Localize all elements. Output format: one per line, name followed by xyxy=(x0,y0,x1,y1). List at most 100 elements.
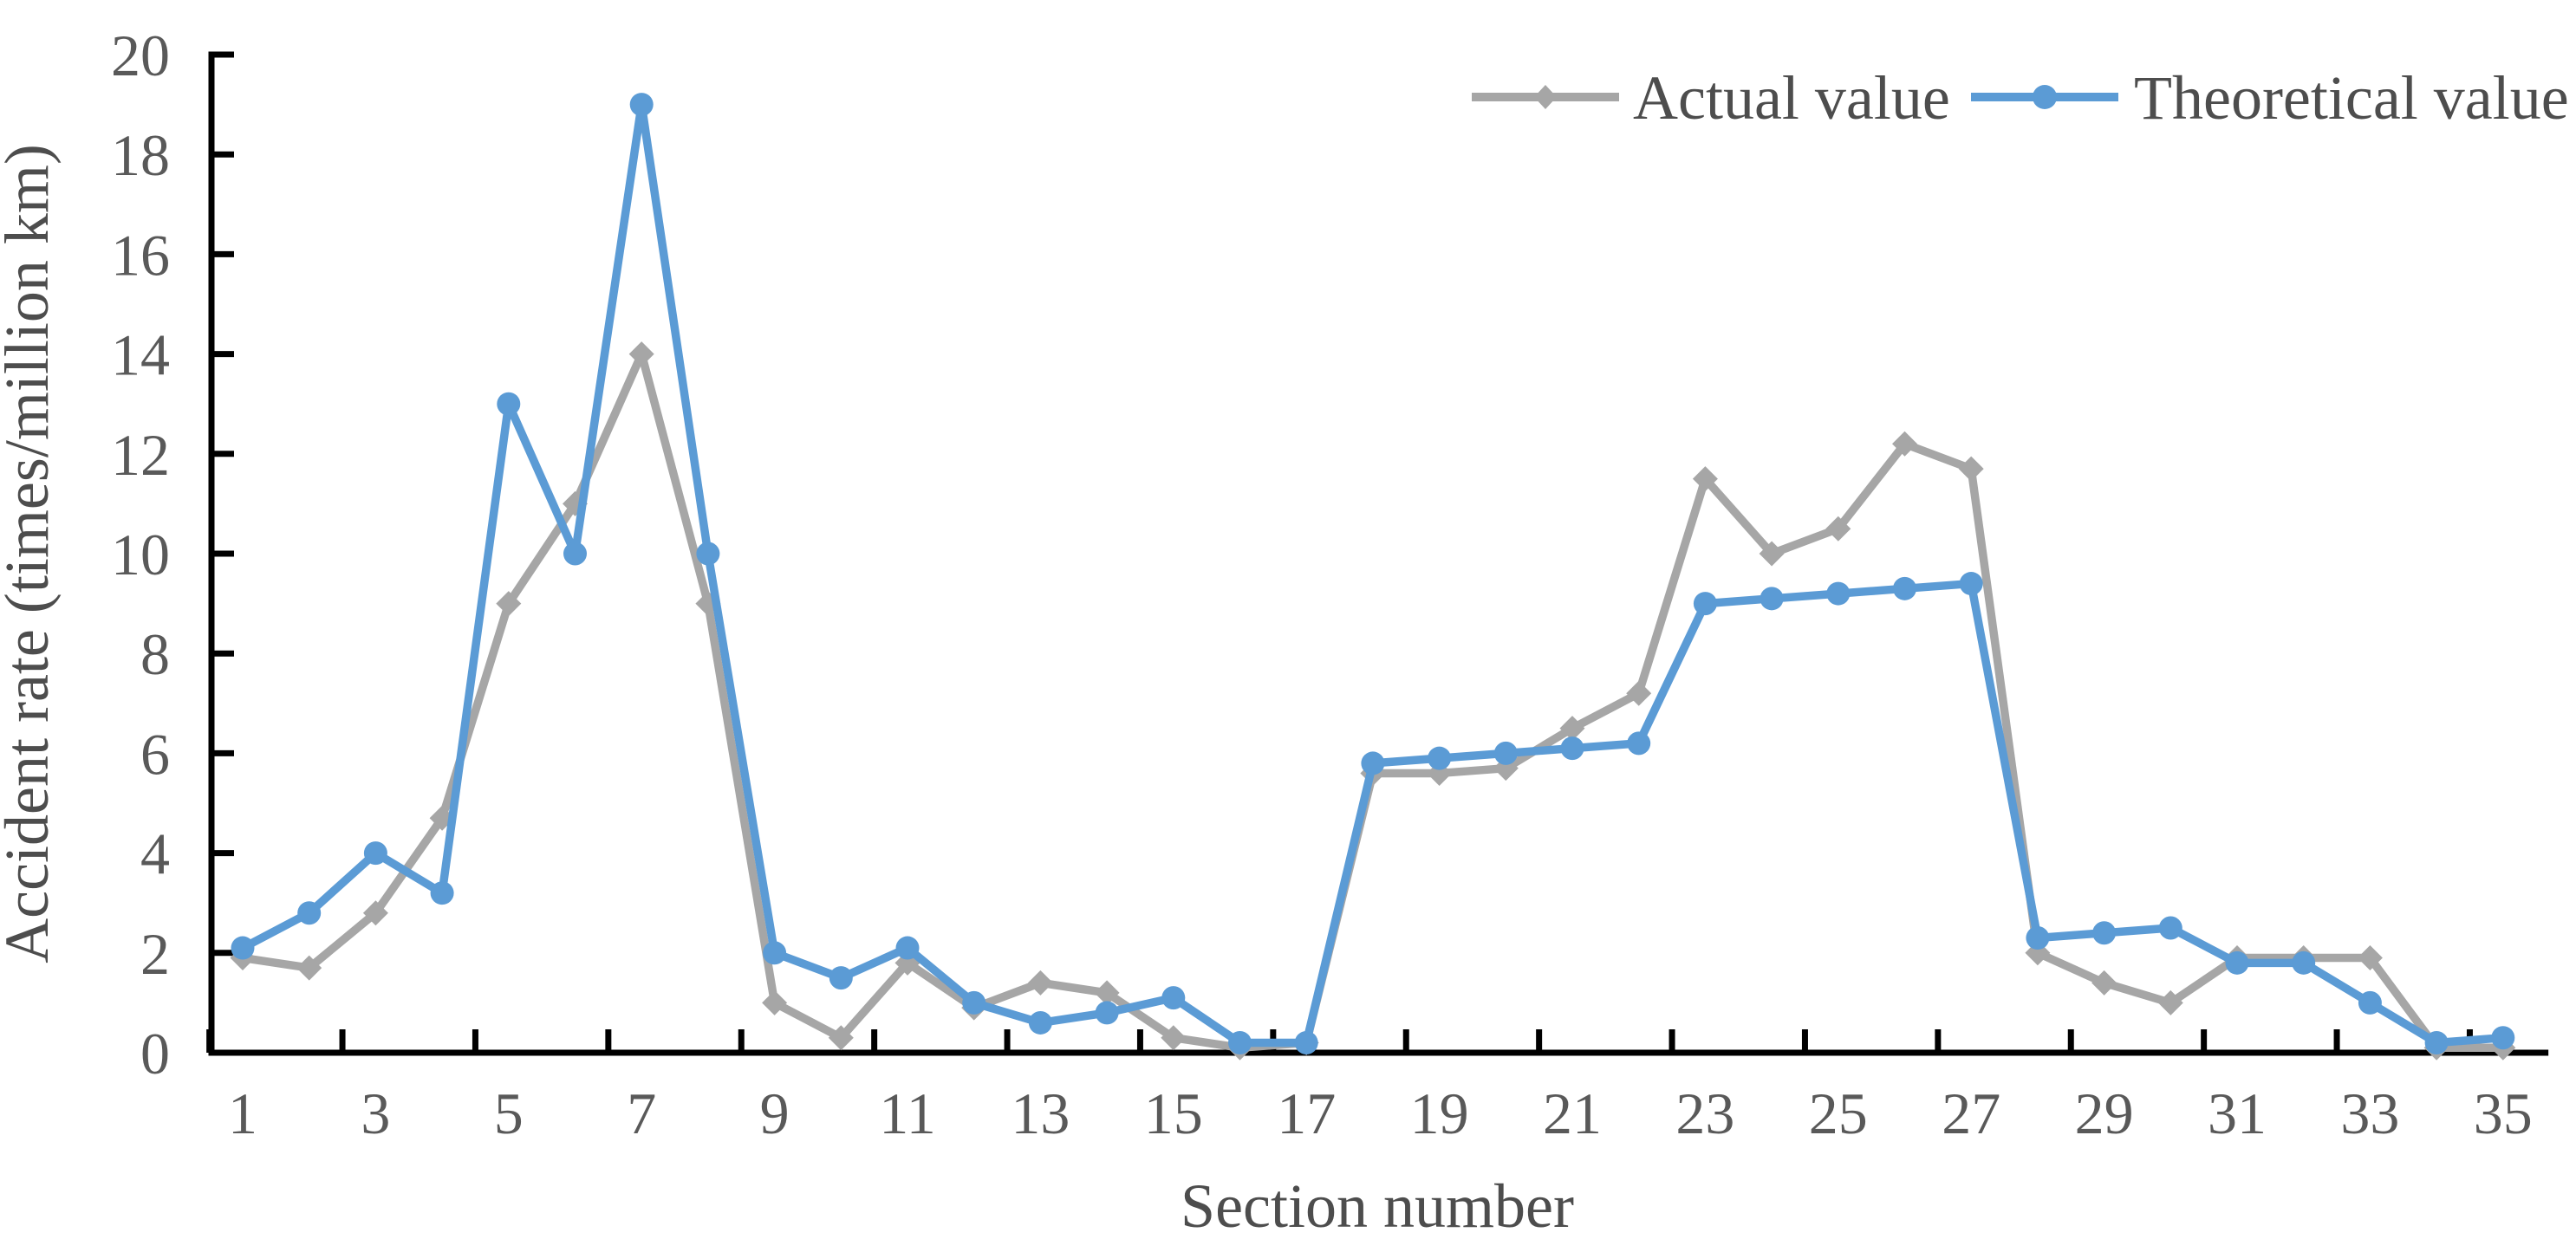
legend-item-actual: Actual value xyxy=(1472,63,1950,133)
y-tick-label: 16 xyxy=(111,222,170,288)
data-point-marker xyxy=(2357,945,2383,971)
series-line-actual-value xyxy=(242,349,2503,1052)
data-point-marker xyxy=(1028,1010,1052,1035)
data-point-marker xyxy=(2424,1030,2449,1054)
data-point-marker xyxy=(696,542,720,566)
data-point-marker xyxy=(829,966,853,990)
series-actual-value xyxy=(230,341,2516,1061)
data-point-marker xyxy=(1826,581,1851,606)
x-tick-label: 35 xyxy=(2474,1080,2533,1146)
x-tick-label: 1 xyxy=(228,1080,257,1146)
data-point-marker xyxy=(1228,1030,1252,1054)
legend-label-actual: Actual value xyxy=(1633,63,1950,133)
series-line-theoretical-value xyxy=(240,100,2504,1048)
data-point-marker xyxy=(1428,746,1452,770)
data-point-marker xyxy=(496,591,522,617)
x-tick-label: 33 xyxy=(2340,1080,2399,1146)
data-point-marker xyxy=(1759,541,1785,567)
data-point-marker xyxy=(296,955,322,981)
data-point-marker xyxy=(1693,592,1717,616)
legend-circle-marker-icon xyxy=(2033,85,2057,109)
data-point-marker xyxy=(962,990,986,1015)
data-point-marker xyxy=(1294,1030,1318,1054)
data-point-marker xyxy=(1959,572,1983,596)
data-point-marker xyxy=(1095,1001,1119,1025)
data-point-marker xyxy=(430,881,454,905)
x-tick-label: 13 xyxy=(1011,1080,1070,1146)
x-tick-label: 23 xyxy=(1675,1080,1734,1146)
y-tick-label: 8 xyxy=(140,621,170,687)
data-point-marker xyxy=(1692,466,1718,492)
data-point-marker xyxy=(1760,587,1784,611)
data-point-marker xyxy=(1825,516,1851,542)
x-tick-label: 7 xyxy=(627,1080,656,1146)
data-point-marker xyxy=(563,542,587,566)
data-point-marker xyxy=(363,841,387,866)
y-tick-label: 14 xyxy=(111,322,170,388)
data-point-marker xyxy=(2091,970,2117,996)
legend-diamond-marker-icon xyxy=(1534,85,1557,109)
series-theoretical-value xyxy=(231,93,2515,1054)
legend: Actual value Theoretical value xyxy=(1472,63,2569,133)
data-point-marker xyxy=(1094,980,1120,1006)
data-point-marker xyxy=(1893,576,1916,600)
y-axis: 0 2 4 6 8 10 12 14 16 18 20 xyxy=(111,23,234,1087)
data-point-marker xyxy=(2026,926,2050,950)
y-tick-label: 0 xyxy=(140,1021,170,1087)
plot-series xyxy=(230,93,2516,1061)
data-point-marker xyxy=(362,900,388,926)
data-point-marker xyxy=(1560,736,1584,761)
y-tick-label: 18 xyxy=(111,122,170,188)
data-point-marker xyxy=(828,1025,854,1051)
data-point-marker xyxy=(297,901,322,925)
x-tick-label: 25 xyxy=(1809,1080,1868,1146)
data-point-marker xyxy=(1161,1025,1187,1051)
x-tick-label: 3 xyxy=(361,1080,390,1146)
data-point-marker xyxy=(762,989,788,1015)
data-point-marker xyxy=(763,941,787,965)
x-tick-label: 9 xyxy=(760,1080,790,1146)
x-tick-label: 19 xyxy=(1410,1080,1469,1146)
x-tick-label: 31 xyxy=(2208,1080,2267,1146)
x-tick-label: 5 xyxy=(494,1080,524,1146)
data-point-marker xyxy=(1892,431,1917,457)
y-tick-label: 4 xyxy=(140,821,170,887)
data-point-marker xyxy=(895,936,920,960)
y-tick-label: 6 xyxy=(140,721,170,787)
y-tick-label: 2 xyxy=(140,921,170,987)
legend-label-theoretical: Theoretical value xyxy=(2134,63,2569,133)
data-point-marker xyxy=(1559,716,1585,742)
data-point-marker xyxy=(1958,456,1984,482)
data-point-marker xyxy=(1627,731,1651,756)
data-point-marker xyxy=(2157,989,2183,1015)
data-point-marker xyxy=(2491,1026,2515,1050)
x-tick-label: 29 xyxy=(2075,1080,2134,1146)
data-point-marker xyxy=(2225,950,2249,975)
data-point-marker xyxy=(2292,950,2316,975)
x-tick-label: 27 xyxy=(1942,1080,2000,1146)
data-point-marker xyxy=(2158,916,2182,940)
x-axis-title: Section number xyxy=(1181,1171,1574,1241)
data-point-marker xyxy=(497,392,521,416)
y-tick-label: 12 xyxy=(111,422,170,488)
x-tick-label: 11 xyxy=(879,1080,935,1146)
x-tick-label: 17 xyxy=(1277,1080,1336,1146)
data-point-marker xyxy=(1493,741,1518,765)
legend-item-theoretical: Theoretical value xyxy=(1971,63,2569,133)
y-axis-title: Accident rate (times/million km) xyxy=(0,144,62,963)
data-point-marker xyxy=(2358,990,2382,1015)
data-point-marker xyxy=(1626,680,1652,706)
data-point-marker xyxy=(2092,921,2117,945)
data-point-marker xyxy=(1361,751,1385,775)
y-tick-label: 10 xyxy=(111,522,170,587)
x-axis: 1 3 5 7 9 11 13 15 17 19 21 23 25 27 29 31 33 35 xyxy=(206,1029,2549,1146)
data-point-marker xyxy=(628,341,654,367)
data-point-marker xyxy=(629,93,654,117)
data-point-marker xyxy=(1027,970,1053,996)
x-tick-label: 21 xyxy=(1543,1080,1602,1146)
data-point-marker xyxy=(1161,986,1186,1010)
x-tick-label: 15 xyxy=(1144,1080,1203,1146)
y-tick-label: 20 xyxy=(111,23,170,88)
